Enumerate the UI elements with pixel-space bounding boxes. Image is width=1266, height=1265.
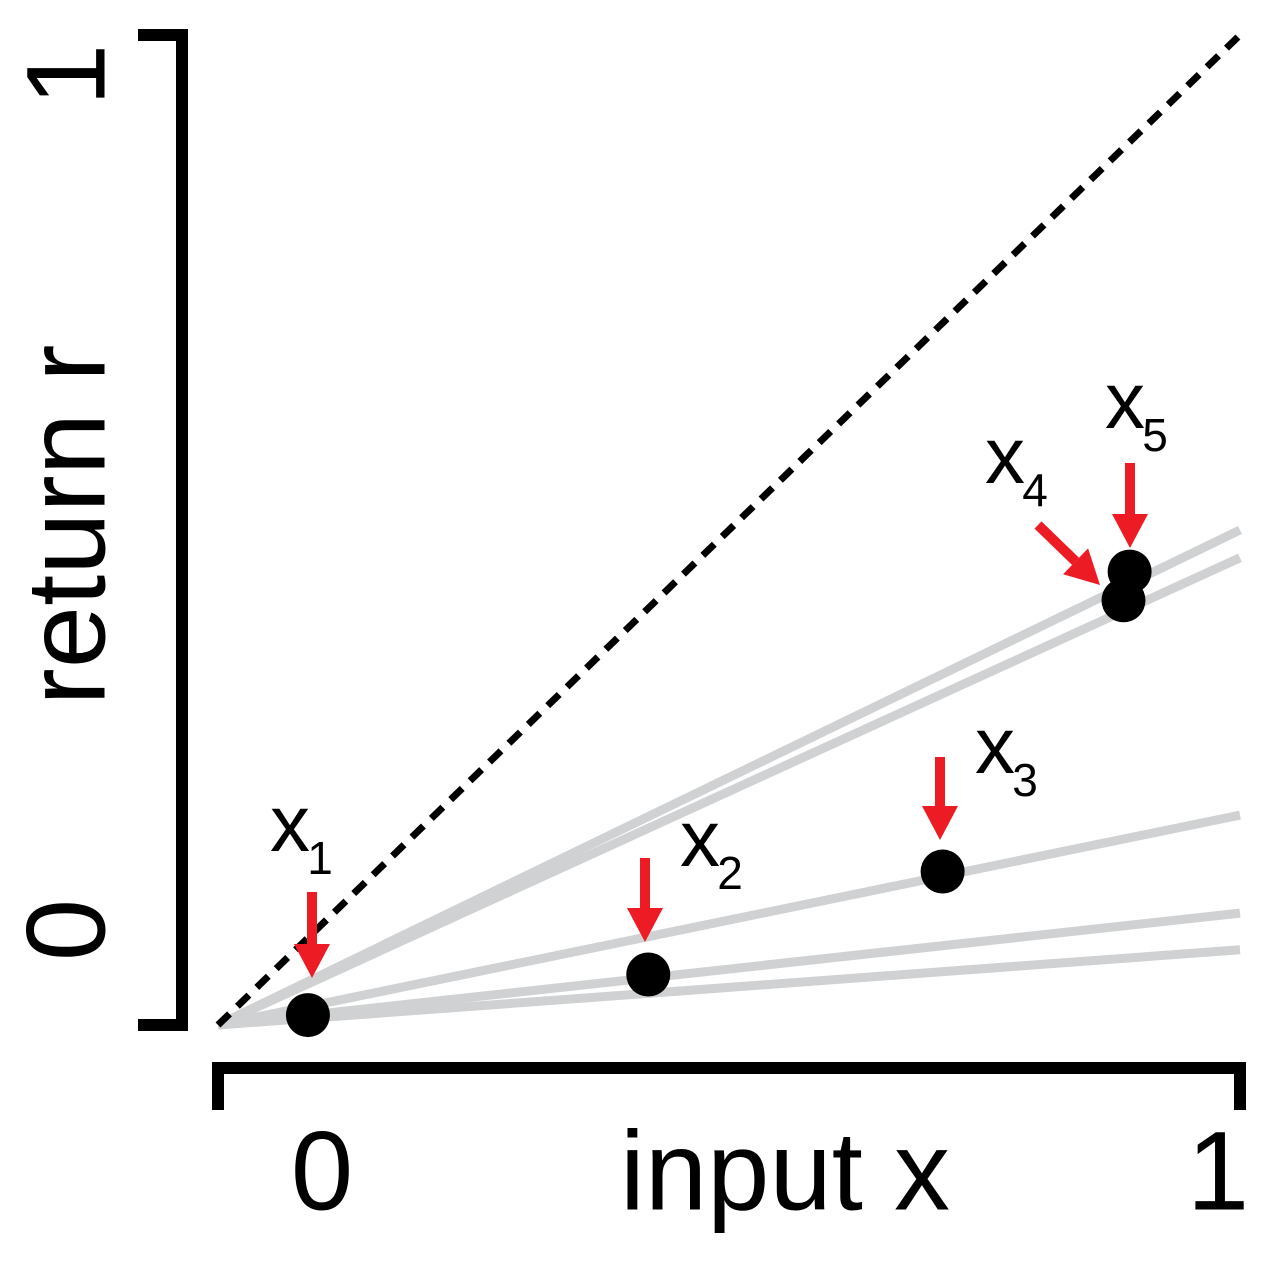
arrow-head xyxy=(1063,548,1100,585)
y-tick-label: 1 xyxy=(4,44,129,106)
point xyxy=(920,849,965,894)
x-tick-label: 1 xyxy=(1187,1109,1249,1234)
point xyxy=(626,952,671,997)
fit-line xyxy=(216,553,1242,1030)
arrow-head xyxy=(294,944,330,978)
arrow-head xyxy=(922,806,958,840)
point xyxy=(285,993,330,1038)
point-label-sub: 3 xyxy=(1012,754,1038,806)
fit-line xyxy=(217,945,1241,1030)
y-tick-label: 0 xyxy=(4,899,129,961)
fit-line xyxy=(217,908,1241,1030)
point-label-sub: 4 xyxy=(1022,464,1048,516)
point-label: x xyxy=(680,794,720,883)
arrow-head xyxy=(1112,514,1148,548)
x-tick-label: 0 xyxy=(291,1109,353,1234)
point-label: x xyxy=(975,701,1015,790)
reference-line xyxy=(215,32,1243,1028)
point xyxy=(1107,549,1152,594)
point-label-sub: 2 xyxy=(717,847,743,899)
arrow-head xyxy=(627,908,663,942)
fit-line xyxy=(217,810,1241,1030)
point-label-sub: 1 xyxy=(307,832,333,884)
point-label: x xyxy=(270,779,310,868)
y-axis-label: return r xyxy=(4,345,129,706)
arrow-shaft xyxy=(1034,521,1080,565)
x-axis-label: input x xyxy=(620,1109,950,1234)
point-label-sub: 5 xyxy=(1142,409,1168,461)
point-label: x xyxy=(1105,356,1145,445)
point-label: x xyxy=(985,411,1025,500)
